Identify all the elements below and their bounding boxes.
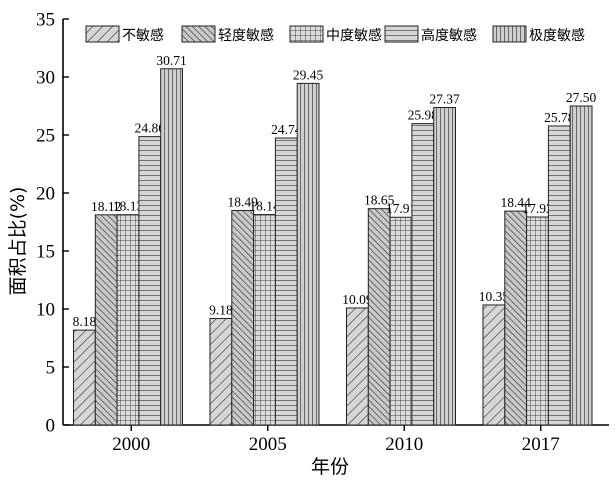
data-label: 8.18	[73, 314, 97, 329]
legend-label: 极度敏感	[529, 27, 585, 44]
legend: 不敏感 轻度敏感 中度敏感 高度敏感 极度敏感	[85, 25, 585, 44]
y-tick-label: 35	[36, 10, 55, 31]
bar	[116, 214, 140, 426]
data-label: 17.91	[386, 201, 416, 216]
bar	[138, 136, 162, 426]
bar	[160, 68, 183, 426]
bar	[526, 216, 549, 426]
bar	[346, 307, 369, 426]
legend-swatch	[384, 25, 419, 43]
x-tick-label: 2017	[522, 434, 560, 455]
data-label: 27.50	[566, 90, 597, 105]
y-tick-label: 0	[46, 416, 56, 437]
data-label: 10.09	[342, 292, 373, 307]
data-label: 17.93	[522, 201, 553, 216]
data-label: 18.14	[249, 199, 280, 214]
x-tick-label: 2010	[385, 434, 423, 455]
bar	[504, 210, 528, 426]
data-label: 18.13	[113, 199, 144, 214]
bar	[231, 210, 255, 426]
y-axis-title: 面积占比(%)	[7, 187, 29, 296]
bar	[367, 208, 391, 426]
legend-label: 不敏感	[122, 27, 164, 44]
bar	[482, 304, 506, 426]
legend-swatch	[181, 25, 216, 43]
data-label: 27.37	[429, 92, 460, 107]
y-tick-label: 20	[36, 184, 55, 205]
data-label: 9.18	[209, 303, 233, 318]
data-label: 30.71	[156, 53, 186, 68]
x-tick-label: 2000	[112, 434, 150, 455]
data-label: 29.45	[293, 67, 324, 82]
bar	[389, 216, 413, 426]
data-label: 24.86	[135, 121, 166, 136]
data-label: 18.49	[228, 195, 259, 210]
y-tick-label: 5	[46, 358, 56, 379]
bar	[433, 107, 457, 426]
legend-swatch	[492, 25, 527, 43]
bar	[547, 125, 571, 426]
bar	[569, 105, 593, 426]
data-label: 24.74	[271, 122, 302, 137]
bar	[209, 318, 233, 426]
bar	[94, 214, 118, 426]
legend-swatch	[85, 25, 120, 43]
data-label: 18.65	[364, 193, 395, 208]
x-tick-label: 2005	[249, 434, 287, 455]
data-label: 25.98	[408, 108, 439, 123]
bar	[253, 214, 276, 426]
data-label: 25.78	[544, 110, 575, 125]
legend-swatch	[289, 25, 324, 43]
data-label: 18.44	[501, 195, 532, 210]
data-label: 10.35	[479, 289, 510, 304]
y-tick-label: 15	[36, 242, 55, 263]
bar	[274, 137, 298, 426]
bar	[73, 329, 96, 426]
legend-label: 中度敏感	[326, 27, 382, 44]
x-axis-title: 年份	[311, 456, 349, 478]
bar	[411, 123, 435, 426]
bar	[296, 82, 320, 426]
data-label: 18.12	[91, 199, 121, 214]
y-tick-label: 25	[36, 126, 55, 147]
legend-label: 轻度敏感	[218, 27, 274, 44]
legend-label: 高度敏感	[421, 27, 477, 44]
y-tick-label: 10	[36, 300, 55, 321]
y-tick-label: 30	[36, 68, 55, 89]
